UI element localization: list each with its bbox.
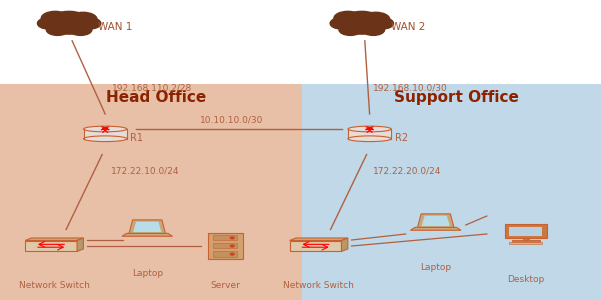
Circle shape: [55, 20, 83, 34]
Circle shape: [37, 18, 60, 29]
Polygon shape: [341, 238, 348, 251]
Circle shape: [334, 11, 362, 25]
Text: Laptop: Laptop: [420, 262, 451, 272]
Bar: [510, 227, 542, 236]
Circle shape: [78, 18, 101, 29]
Circle shape: [339, 24, 362, 35]
Text: Head Office: Head Office: [106, 90, 206, 105]
Bar: [302, 84, 601, 300]
Bar: [213, 251, 237, 256]
Circle shape: [230, 253, 234, 255]
Polygon shape: [77, 238, 84, 251]
Bar: [505, 224, 546, 238]
Circle shape: [362, 12, 389, 26]
Polygon shape: [421, 216, 450, 226]
Text: 172.22.10.0/24: 172.22.10.0/24: [111, 167, 180, 176]
Polygon shape: [25, 241, 77, 251]
Circle shape: [41, 11, 69, 25]
Circle shape: [330, 18, 353, 29]
Text: 172.22.20.0/24: 172.22.20.0/24: [373, 167, 441, 176]
Ellipse shape: [84, 126, 127, 132]
Text: R2: R2: [395, 133, 408, 143]
Ellipse shape: [84, 136, 127, 142]
Polygon shape: [25, 238, 84, 241]
Text: Laptop: Laptop: [132, 268, 163, 278]
Polygon shape: [129, 220, 165, 233]
Circle shape: [230, 237, 234, 239]
Circle shape: [348, 20, 376, 34]
Bar: [208, 233, 243, 259]
Circle shape: [343, 11, 381, 30]
Bar: [523, 238, 529, 240]
Circle shape: [46, 24, 69, 35]
Circle shape: [230, 245, 234, 247]
Circle shape: [69, 12, 97, 26]
Circle shape: [371, 18, 394, 29]
Bar: [512, 240, 540, 242]
Text: Support Office: Support Office: [394, 90, 519, 105]
Bar: [510, 242, 542, 244]
Circle shape: [69, 24, 92, 35]
Polygon shape: [133, 222, 162, 232]
Bar: [84, 129, 127, 139]
Polygon shape: [122, 233, 172, 236]
Text: WAN 1: WAN 1: [98, 22, 132, 32]
Text: Network Switch: Network Switch: [283, 280, 354, 290]
Polygon shape: [290, 241, 341, 251]
Circle shape: [50, 11, 88, 30]
Text: Server: Server: [210, 280, 240, 290]
Bar: [0, 0, 601, 84]
Text: Network Switch: Network Switch: [19, 280, 90, 290]
Bar: [348, 129, 391, 139]
Polygon shape: [418, 214, 454, 227]
Bar: [213, 243, 237, 248]
Ellipse shape: [348, 136, 391, 142]
Text: 192.168.110.2/28: 192.168.110.2/28: [112, 84, 193, 93]
Bar: [0, 84, 302, 300]
Polygon shape: [410, 227, 461, 230]
Text: 10.10.10.0/30: 10.10.10.0/30: [200, 116, 263, 124]
Polygon shape: [290, 238, 348, 241]
Text: Desktop: Desktop: [507, 274, 545, 284]
Text: R1: R1: [130, 133, 144, 143]
Text: 192.168.10.0/30: 192.168.10.0/30: [373, 84, 447, 93]
Bar: [213, 235, 237, 240]
Circle shape: [362, 24, 385, 35]
Ellipse shape: [348, 126, 391, 132]
Text: WAN 2: WAN 2: [391, 22, 425, 32]
